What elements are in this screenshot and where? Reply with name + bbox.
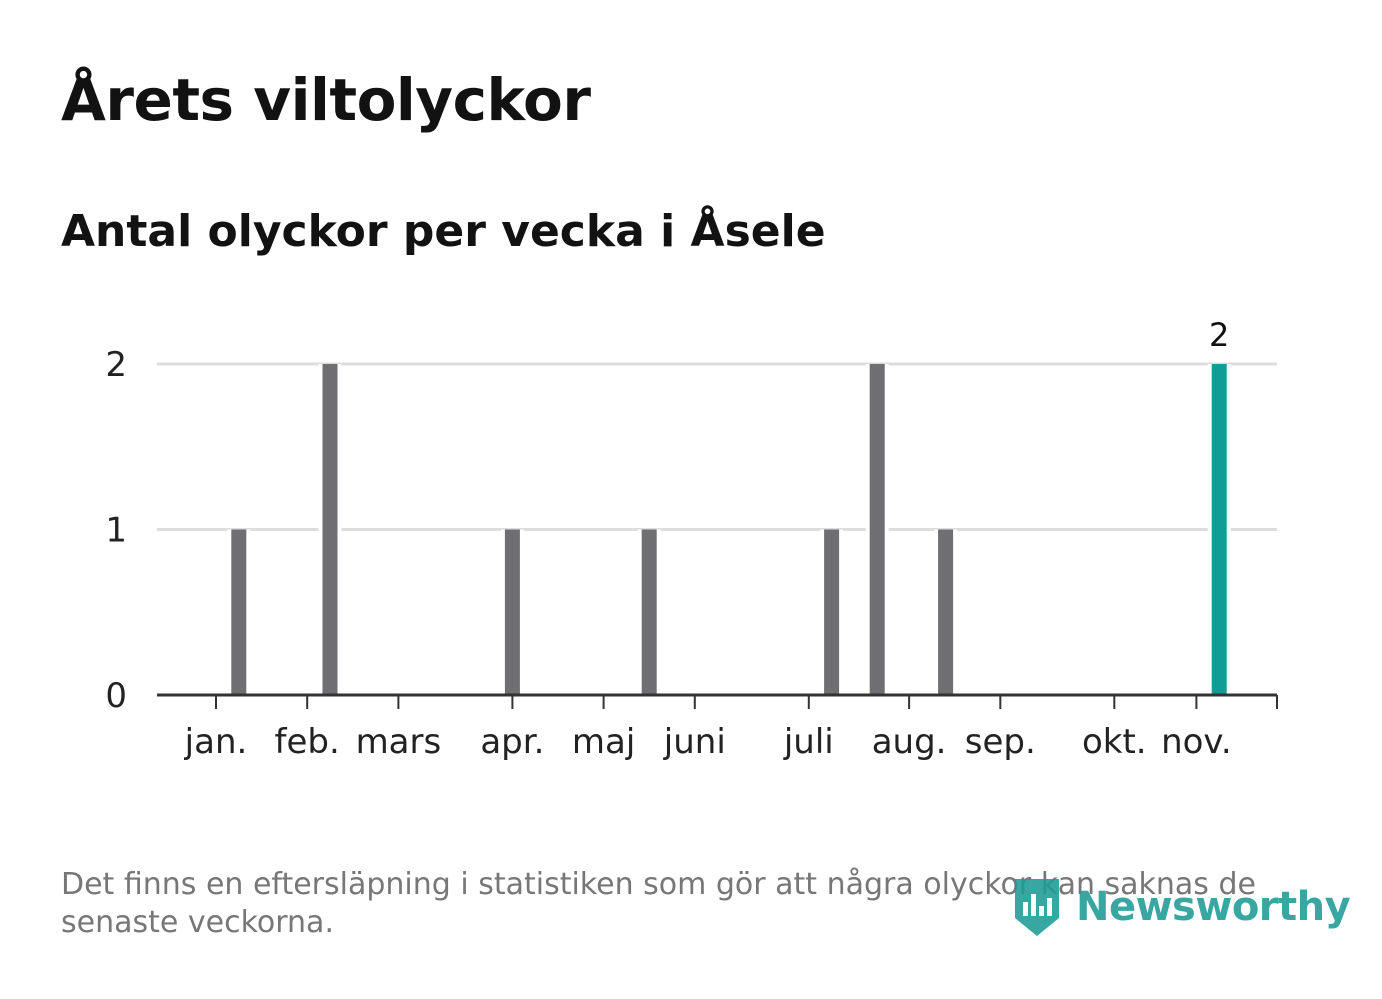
bar xyxy=(824,529,840,695)
bar-highlight xyxy=(1211,364,1227,695)
bar xyxy=(641,529,657,695)
x-tick-label: juni xyxy=(663,722,726,762)
bars xyxy=(227,364,1231,695)
x-tick-label: maj xyxy=(572,722,635,762)
x-tick-label: feb. xyxy=(275,722,340,762)
bar xyxy=(938,529,954,695)
data-label: 2 xyxy=(1209,316,1229,354)
x-axis xyxy=(157,693,1278,709)
brand-name: Newsworthy xyxy=(1076,884,1351,930)
bar xyxy=(231,529,247,695)
gridlines xyxy=(157,362,1277,531)
x-tick-label: sep. xyxy=(965,722,1036,762)
chart-title: Årets viltolyckor xyxy=(61,66,591,134)
x-tick-label: juli xyxy=(783,722,834,762)
x-tick-label: okt. xyxy=(1082,722,1147,762)
axis-labels: 0 1 2 2 jan. feb. mars apr. maj juni juli aug. sep. o… xyxy=(105,316,1231,762)
bar xyxy=(322,364,338,695)
newsworthy-logo-icon xyxy=(1015,879,1059,936)
y-tick-label: 2 xyxy=(105,345,127,385)
x-tick-label: jan. xyxy=(184,722,248,762)
chart-subtitle: Antal olyckor per vecka i Åsele xyxy=(61,206,826,257)
x-tick-label: nov. xyxy=(1161,722,1232,762)
x-tick-label: aug. xyxy=(872,722,947,762)
y-tick-label: 1 xyxy=(105,511,127,551)
bar xyxy=(504,529,520,695)
x-tick-label: mars xyxy=(356,722,442,762)
x-tick-label: apr. xyxy=(480,722,544,762)
newsworthy-logo: Newsworthy xyxy=(1012,876,1351,938)
bar xyxy=(869,364,885,695)
y-tick-label: 0 xyxy=(105,676,127,716)
